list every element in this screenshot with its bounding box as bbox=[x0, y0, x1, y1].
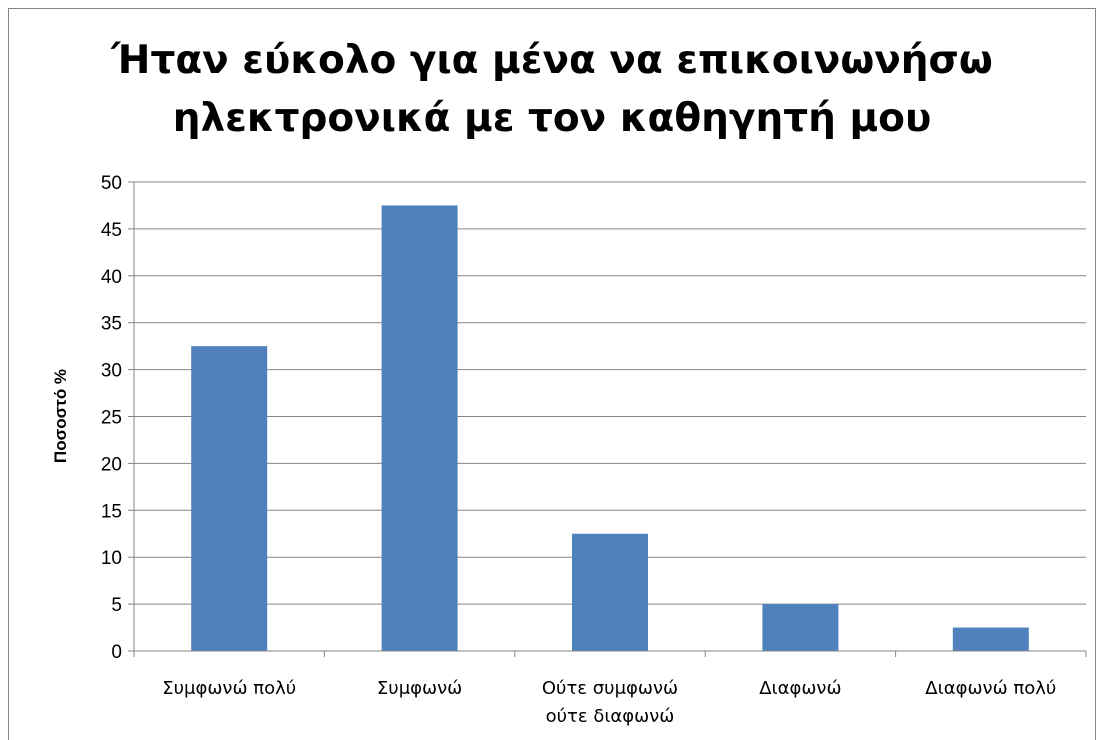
bar bbox=[952, 627, 1029, 651]
bar bbox=[191, 346, 268, 651]
y-tick-label: 45 bbox=[101, 220, 122, 241]
x-category-label: Συμφωνώ bbox=[377, 678, 462, 699]
y-tick-label: 10 bbox=[101, 548, 122, 569]
x-category-label: Διαφωνώ bbox=[759, 678, 841, 699]
y-tick-label: 5 bbox=[111, 595, 122, 616]
y-tick-label: 0 bbox=[111, 642, 122, 663]
x-category-label: Συμφωνώ πολύ bbox=[162, 678, 296, 699]
y-tick-label: 25 bbox=[101, 408, 122, 429]
chart-title-line-2: ηλεκτρονικά με τον καθηγητή μου bbox=[172, 96, 932, 141]
y-axis-label: Ποσοστό % bbox=[51, 369, 70, 463]
y-tick-label: 15 bbox=[101, 501, 122, 522]
axes bbox=[133, 182, 1086, 652]
chart-frame bbox=[8, 8, 1096, 740]
y-tick-label: 50 bbox=[101, 173, 122, 194]
y-tick-label: 30 bbox=[101, 361, 122, 382]
x-category-label: Διαφωνώ πολύ bbox=[925, 678, 1056, 699]
bar bbox=[381, 205, 458, 651]
bar bbox=[572, 533, 648, 651]
bar bbox=[762, 604, 839, 651]
y-tick-labels: 0 5 10 15 20 25 30 35 40 45 50 bbox=[101, 173, 122, 663]
chart-title-line-1: Ήταν εύκολο για μένα να επικοινωνήσω bbox=[111, 38, 993, 83]
x-category-labels: Συμφωνώ πολύ Συμφωνώ Ούτε συμφωνώ ούτε διαφ… bbox=[162, 678, 1056, 727]
y-tick-label: 20 bbox=[101, 454, 122, 475]
y-tick-label: 35 bbox=[101, 314, 122, 335]
x-category-label: Ούτε συμφωνώ ούτε διαφωνώ bbox=[542, 678, 678, 727]
y-tick-label: 40 bbox=[101, 267, 122, 288]
chart-title: Ήταν εύκολο για μένα να επικοινωνήσω ηλε… bbox=[8, 32, 1096, 148]
bars bbox=[191, 205, 1029, 651]
